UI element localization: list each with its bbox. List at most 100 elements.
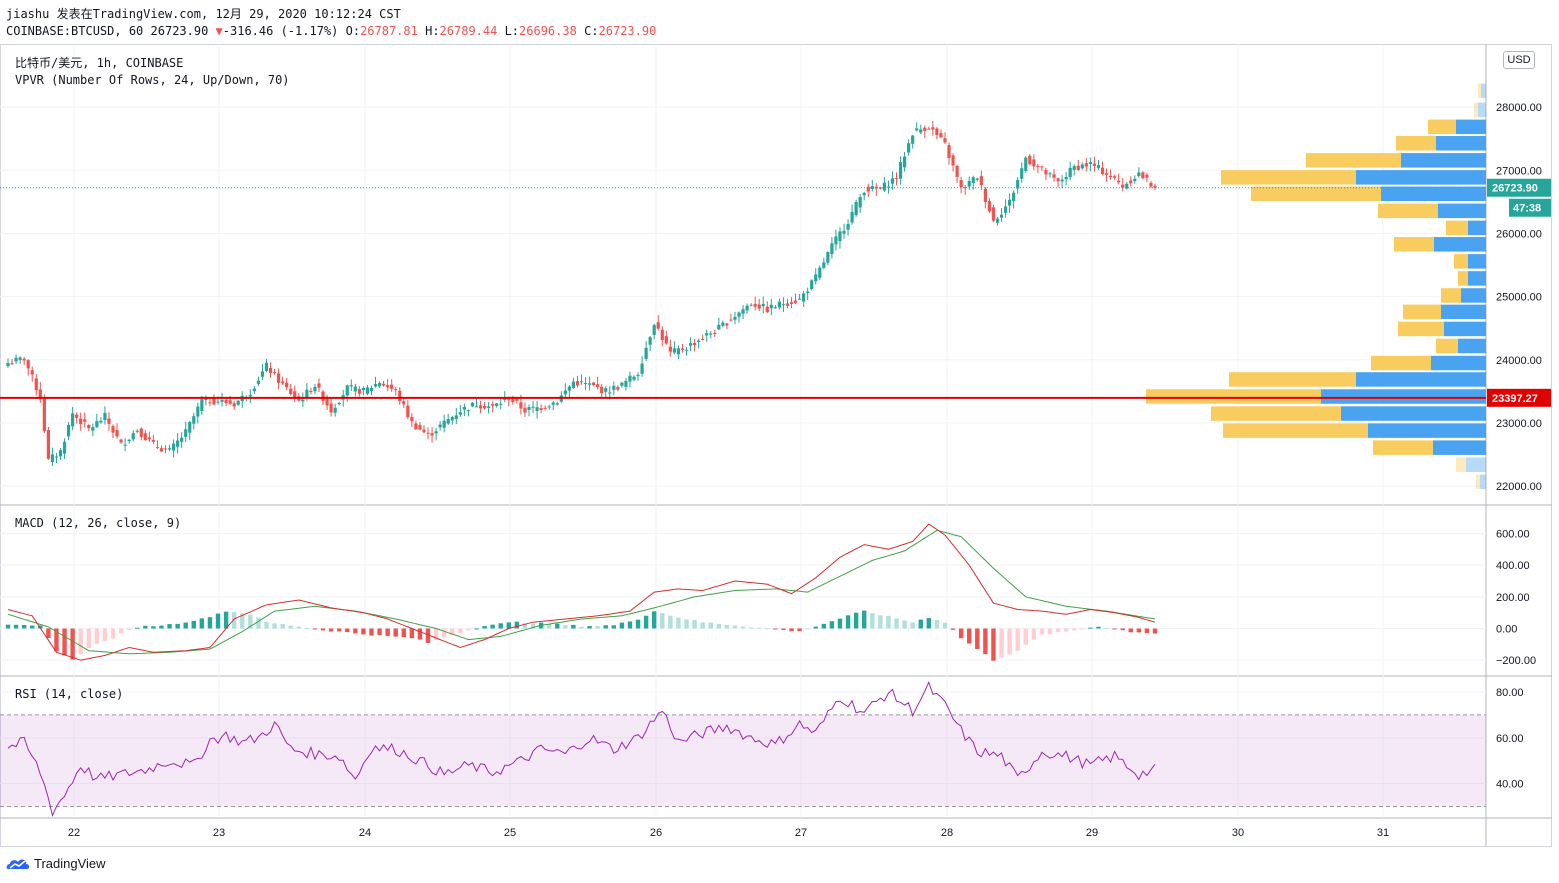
candle xyxy=(309,387,313,395)
candle xyxy=(1020,162,1024,183)
candle-body xyxy=(272,371,277,373)
candle-body xyxy=(983,188,987,202)
macd-histogram-bar xyxy=(603,625,608,629)
tradingview-logo[interactable]: TradingView xyxy=(6,856,106,871)
candle-body xyxy=(38,389,42,400)
candle-body xyxy=(531,406,535,408)
candle xyxy=(745,303,749,314)
macd-histogram-bar xyxy=(417,628,423,640)
candle xyxy=(196,402,200,424)
candle-body xyxy=(551,402,555,405)
candle-body xyxy=(1036,165,1040,168)
candle-body xyxy=(1100,167,1105,175)
candle xyxy=(373,376,378,388)
low-label: L: xyxy=(504,24,520,38)
candle xyxy=(365,385,370,396)
candle-body xyxy=(660,329,664,341)
candle-body xyxy=(612,385,616,390)
candle xyxy=(135,429,139,434)
candle xyxy=(789,297,794,309)
candle-body xyxy=(1125,183,1129,189)
macd-histogram-bar xyxy=(126,628,132,631)
candle xyxy=(143,429,147,441)
macd-histogram-bar xyxy=(1088,627,1093,629)
macd-histogram-bar xyxy=(821,623,827,629)
macd-histogram-bar xyxy=(894,618,899,629)
candle-body xyxy=(1064,176,1068,180)
high-value: 26789.44 xyxy=(439,24,498,38)
candle xyxy=(353,383,357,397)
candle xyxy=(50,447,55,467)
candle xyxy=(167,444,172,452)
vpvr-up-bar xyxy=(1468,220,1486,236)
rsi-tick-label: 60.00 xyxy=(1496,733,1524,745)
candle-body xyxy=(62,441,67,454)
macd-histogram-bar xyxy=(862,610,867,629)
macd-histogram-bar xyxy=(902,620,907,629)
candle-body xyxy=(717,324,721,330)
candle-body xyxy=(1048,173,1052,175)
candle xyxy=(951,153,955,172)
candle xyxy=(539,404,543,414)
candle xyxy=(898,156,903,185)
price-tick-label: 28000.00 xyxy=(1496,102,1542,114)
candle xyxy=(620,381,624,388)
candle-body xyxy=(503,397,507,401)
candle-body xyxy=(180,437,184,442)
macd-histogram-bar xyxy=(740,626,746,629)
candle xyxy=(377,381,382,388)
candle-body xyxy=(886,186,891,188)
candle-body xyxy=(430,433,434,436)
candle-body xyxy=(458,412,462,415)
macd-tick-label: −200.00 xyxy=(1496,655,1536,667)
candle-body xyxy=(228,400,232,404)
macd-histogram-bar xyxy=(950,628,956,630)
macd-histogram-bar xyxy=(619,622,625,629)
candle-body xyxy=(1052,174,1056,178)
candle xyxy=(1024,156,1028,173)
candle xyxy=(842,223,846,239)
vpvr-up-bar xyxy=(1356,372,1486,387)
candle xyxy=(943,132,947,144)
rsi-axis: 40.00 60.00 80.00 xyxy=(1496,687,1524,791)
candle xyxy=(390,379,394,392)
candle xyxy=(1125,181,1129,190)
candle-body xyxy=(1012,192,1016,202)
candle-body xyxy=(1133,178,1137,182)
candle-body xyxy=(26,360,30,369)
candle-body xyxy=(1092,163,1097,167)
high-label: H: xyxy=(425,24,440,38)
candle-body xyxy=(58,450,63,457)
candle xyxy=(515,397,519,404)
candle-body xyxy=(894,178,899,180)
candle-body xyxy=(361,387,366,391)
candle xyxy=(115,423,119,439)
candle xyxy=(75,412,79,424)
currency-button[interactable]: USD xyxy=(1503,51,1535,69)
candle-body xyxy=(446,419,450,424)
candle-body xyxy=(18,357,22,360)
candle-body xyxy=(10,363,14,365)
candle-body xyxy=(151,439,155,442)
candle-body xyxy=(1020,168,1024,179)
candle-body xyxy=(919,129,923,133)
candle xyxy=(935,127,939,140)
vpvr-up-bar xyxy=(1436,136,1486,151)
candle-body xyxy=(1060,179,1064,182)
vpvr-up-bar xyxy=(1456,119,1486,135)
candle xyxy=(729,313,733,322)
candle-body xyxy=(1016,180,1020,189)
candle xyxy=(882,176,887,192)
candle xyxy=(854,199,858,217)
candle xyxy=(963,185,967,195)
vpvr-up-bar xyxy=(1468,271,1486,286)
level-tag-bg xyxy=(1487,388,1551,407)
candle-body xyxy=(915,128,919,131)
candle-body xyxy=(583,383,588,385)
vpvr-down-bar xyxy=(1396,136,1436,151)
macd-histogram-bar xyxy=(441,628,447,638)
macd-histogram-bar xyxy=(506,622,512,629)
publish-datetime: 12月 29, 2020 10:12:24 CST xyxy=(215,7,401,21)
candle xyxy=(71,407,75,431)
